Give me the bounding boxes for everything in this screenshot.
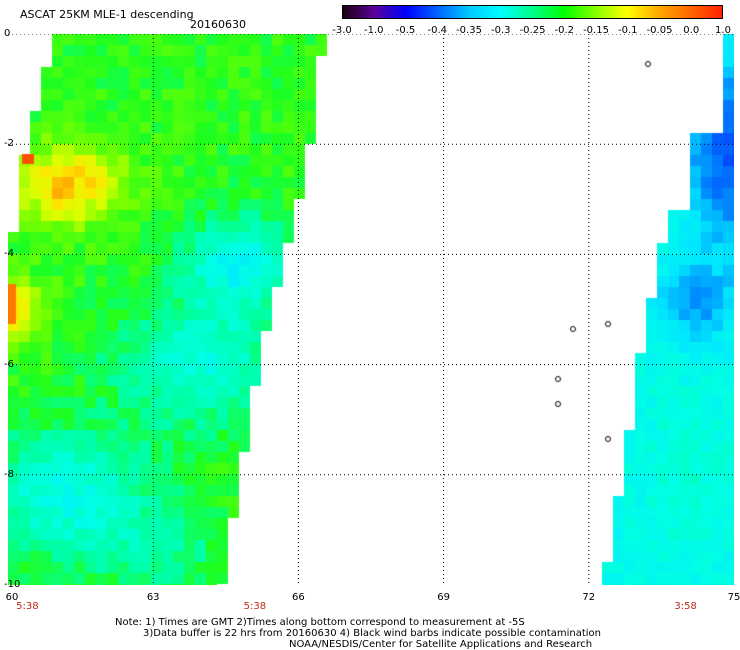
- colorbar-tick-label: -0.25: [519, 25, 546, 36]
- longitude-tick-label: 66: [292, 592, 305, 603]
- longitude-tick-label: 63: [146, 592, 160, 603]
- latitude-tick-label: -2: [4, 138, 14, 150]
- product-date: 20160630: [190, 18, 246, 31]
- colorbar-tick-label: -0.4: [427, 25, 448, 36]
- latitude-tick-label: 0: [4, 28, 11, 39]
- longitude-tick-label: 72: [582, 592, 596, 603]
- note-line-1: Note: 1) Times are GMT 2)Times along bot…: [115, 617, 525, 628]
- colorbar-tick-label: -0.2: [554, 25, 575, 36]
- latitude-tick-label: -4: [4, 248, 14, 260]
- longitude-tick-label: 69: [437, 592, 450, 603]
- colorbar-tick-label: -0.5: [395, 25, 416, 36]
- longitude-tick-label: 60: [5, 592, 19, 603]
- colorbar-tick-label: -0.35: [456, 25, 482, 36]
- colorbar-legend: -3.0 -1.0 -0.5 -0.4 -0.35 -0.3 -0.25 -0.2 -0.15-…: [332, 5, 731, 36]
- colorbar-tick-label: -3.0: [332, 25, 352, 36]
- latitude-tick-label: -6: [4, 358, 14, 370]
- latitude-tick-label: -8: [4, 468, 14, 480]
- colorbar-tick-label: 0.0: [683, 25, 700, 36]
- colorbar-tick-label: -1.0: [363, 25, 384, 36]
- product-title: ASCAT 25KM MLE-1 descending: [20, 8, 194, 21]
- colorbar-gradient: [342, 5, 723, 19]
- note-line-3: NOAA/NESDIS/Center for Satellite Applica…: [289, 639, 593, 650]
- swath-time-label: 5:38: [243, 601, 267, 612]
- lat-lon-grid: [8, 34, 734, 585]
- colorbar-tick-label: -0.05: [646, 25, 673, 36]
- swath-time-label: 3:58: [674, 601, 697, 612]
- footer-notes: Note: 1) Times are GMT 2)Times along bot…: [115, 617, 715, 650]
- swath-time-label: 5:38: [16, 601, 39, 612]
- longitude-tick-label: 75: [727, 592, 740, 603]
- latitude-tick-label: -10: [4, 579, 21, 590]
- colorbar-tick-label: 1.0: [715, 25, 731, 36]
- map-panel[interactable]: [8, 34, 734, 585]
- colorbar-tick-label: -0.1: [617, 25, 638, 36]
- colorbar-tick-label: -0.15: [583, 25, 609, 36]
- colorbar-tick-label: -0.3: [490, 25, 511, 36]
- scatterometer-swath-image: [8, 34, 734, 585]
- note-line-2: 3)Data buffer is 22 hrs from 20160630 4)…: [143, 628, 601, 639]
